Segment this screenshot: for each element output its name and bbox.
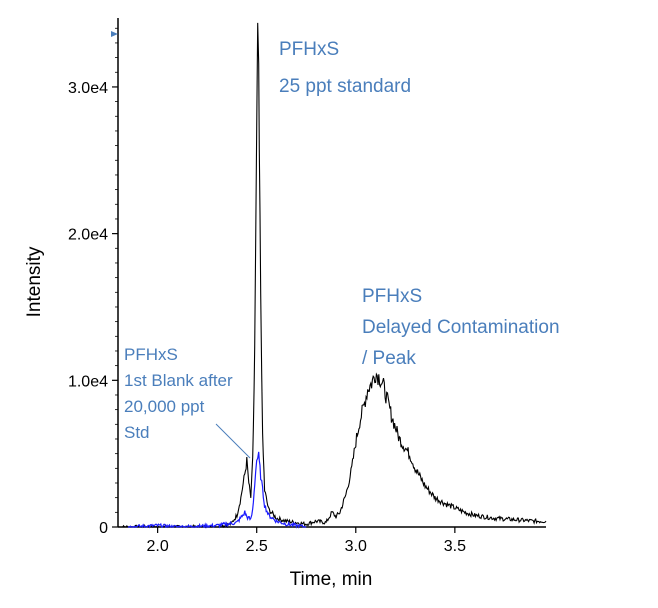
series-line-1 (127, 451, 307, 529)
annotation-blank-leader (215, 423, 251, 459)
y-tick-label: 3.0e4 (68, 80, 108, 97)
axis-marker-icon (111, 31, 118, 37)
x-tick-label: 3.5 (444, 538, 466, 555)
annotation-blank-line1: PFHxS (124, 345, 178, 364)
x-tick-label: 2.5 (246, 538, 268, 555)
x-axis-ticks: 2.0 2.5 3.0 3.5 (147, 527, 466, 555)
annotation-delayed-line2: Delayed Contamination (362, 317, 560, 338)
x-tick-label: 3.0 (345, 538, 367, 555)
y-tick-label: 1.0e4 (68, 373, 108, 390)
x-tick-label: 2.0 (147, 538, 169, 555)
y-axis-label: Intensity (24, 246, 45, 317)
annotation-standard-line1: PFHxS (279, 39, 339, 60)
series-layer (117, 22, 547, 529)
series-line-0 (117, 22, 547, 529)
annotation-blank-line3: 20,000 ppt (124, 397, 205, 416)
annotation-blank-line2: 1st Blank after (124, 371, 233, 390)
y-tick-label: 2.0e4 (68, 227, 108, 244)
annotation-standard-line2: 25 ppt standard (279, 76, 411, 97)
annotation-delayed-line3: / Peak (362, 348, 416, 369)
y-tick-label: 0 (99, 520, 108, 537)
x-axis-label: Time, min (290, 569, 373, 590)
y-minor-ticks (115, 27, 118, 513)
annotation-blank-line4: Std (124, 423, 150, 442)
annotation-delayed-line1: PFHxS (362, 286, 422, 307)
y-axis-ticks: 0 1.0e4 2.0e4 3.0e4 (68, 80, 118, 537)
